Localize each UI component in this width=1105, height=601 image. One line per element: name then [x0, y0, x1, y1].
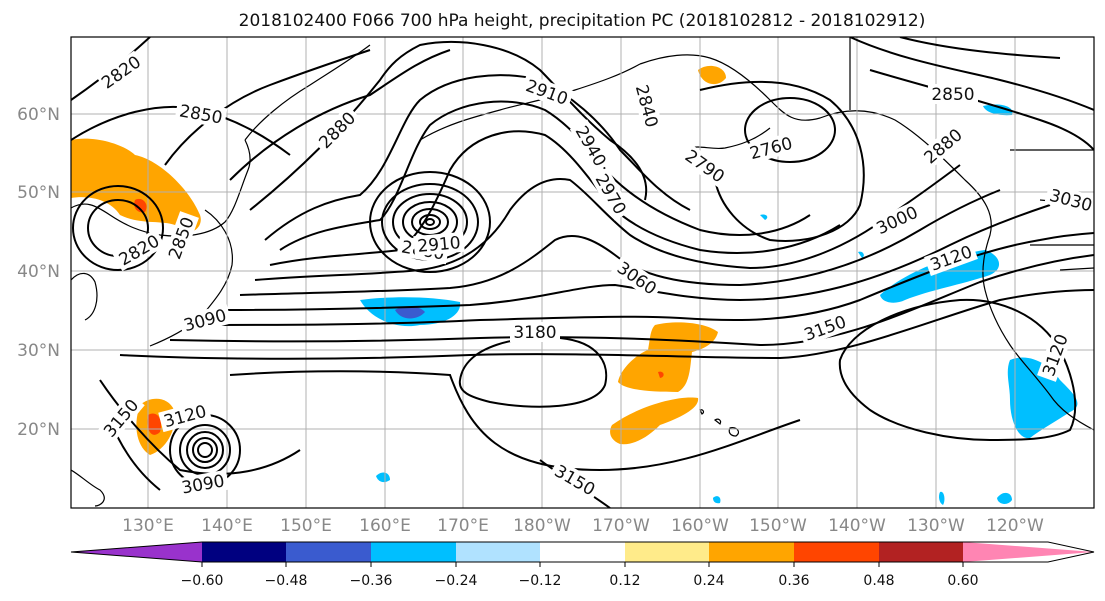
precip-area-positive	[71, 138, 201, 233]
precip-area-negative	[1007, 357, 1078, 439]
figure-title: 2018102400 F066 700 hPa height, precipit…	[239, 11, 926, 31]
precip-area-negative	[983, 104, 1013, 116]
longitude-labels: 130°E 140°E 150°E 160°E 170°E 180°W 170°…	[122, 516, 1044, 536]
lon-label: 160°W	[671, 516, 729, 536]
colorbar-segment	[963, 542, 1094, 562]
latitude-labels: 60°N 50°N 40°N 30°N 20°N	[17, 105, 60, 440]
coastline-japan	[149, 209, 233, 347]
precip-area-negative	[997, 492, 1012, 504]
precip-core-red	[134, 198, 147, 213]
lon-label: 170°W	[592, 516, 650, 536]
coastline-korea	[71, 272, 98, 321]
precip-area-negative	[760, 214, 768, 220]
colorbar-segment	[794, 542, 879, 562]
contour-label: 2850	[931, 85, 974, 105]
precip-area-negative	[880, 250, 1000, 303]
colorbar-segment	[709, 542, 794, 562]
colorbar-tick-label: 0.36	[778, 573, 809, 589]
lat-label: 20°N	[17, 420, 60, 440]
colorbar-tick-label: 0.24	[693, 573, 724, 589]
colorbar-segment	[71, 542, 202, 562]
coastline-alaska-peninsula	[689, 127, 771, 150]
precip-area-negative	[713, 496, 721, 504]
precip-area-negative	[939, 491, 945, 505]
precip-core-blue	[395, 306, 425, 319]
precip-shading	[71, 65, 1078, 505]
lon-label: 130°E	[122, 516, 174, 536]
coastline-asia	[71, 139, 251, 237]
height-contours	[71, 37, 1094, 508]
precip-area-positive	[610, 397, 699, 445]
lon-label: 170°E	[437, 516, 489, 536]
lon-label: 150°W	[749, 516, 807, 536]
lon-label: 120°W	[986, 516, 1044, 536]
map-frame	[70, 36, 1095, 509]
colorbar-segment	[202, 542, 286, 562]
coastline-north-america	[639, 54, 1094, 431]
coastline-kamchatka	[244, 44, 371, 141]
colorbar-tick-label: −0.36	[350, 573, 393, 589]
colorbar-tick-label: −0.60	[181, 573, 224, 589]
colorbar-tick-labels: −0.60 −0.48 −0.36 −0.24 −0.12 0.12 0.24 …	[181, 573, 979, 589]
lat-label: 50°N	[17, 183, 60, 203]
lat-label: 60°N	[17, 105, 60, 125]
map-panel: 2820 2850 2880 2910 2840 2760 2790 2880 …	[70, 36, 1095, 509]
precip-area-positive	[618, 322, 718, 392]
colorbar-segments	[70, 541, 1095, 567]
lon-label: 130°W	[907, 516, 965, 536]
colorbar-segment	[286, 542, 371, 562]
colorbar-segment	[625, 542, 709, 562]
colorbar-tick-label: −0.24	[435, 573, 478, 589]
colorbar-segment	[456, 542, 540, 562]
colorbar-tick-label: 0.48	[863, 573, 894, 589]
colorbar-tick-label: −0.48	[265, 573, 308, 589]
lon-label: 140°W	[828, 516, 886, 536]
lon-label: 180°W	[513, 516, 571, 536]
lat-label: 40°N	[17, 262, 60, 282]
precip-area-negative	[376, 472, 390, 483]
colorbar-tick-label: 0.60	[947, 573, 978, 589]
lon-label: 150°E	[280, 516, 332, 536]
coastline-hawaii	[699, 409, 740, 437]
contour-label: 2910	[417, 233, 462, 257]
colorbar-tick-label: −0.12	[519, 573, 562, 589]
lon-label: 160°E	[359, 516, 411, 536]
precip-area-negative	[858, 251, 864, 258]
coastline-philippines	[71, 469, 105, 507]
colorbar-tick-label: 0.12	[609, 573, 640, 589]
colorbar-segment	[879, 542, 963, 562]
precip-core-red	[658, 371, 664, 378]
contour-label: 3180	[513, 323, 556, 343]
coastline-aleutians	[419, 63, 641, 141]
colorbar: −0.60 −0.48 −0.36 −0.24 −0.12 0.12 0.24 …	[70, 541, 1095, 589]
precip-area-positive	[698, 65, 726, 85]
colorbar-segment	[540, 542, 625, 562]
colorbar-segment	[371, 542, 456, 562]
lat-label: 30°N	[17, 341, 60, 361]
lon-label: 140°E	[201, 516, 253, 536]
